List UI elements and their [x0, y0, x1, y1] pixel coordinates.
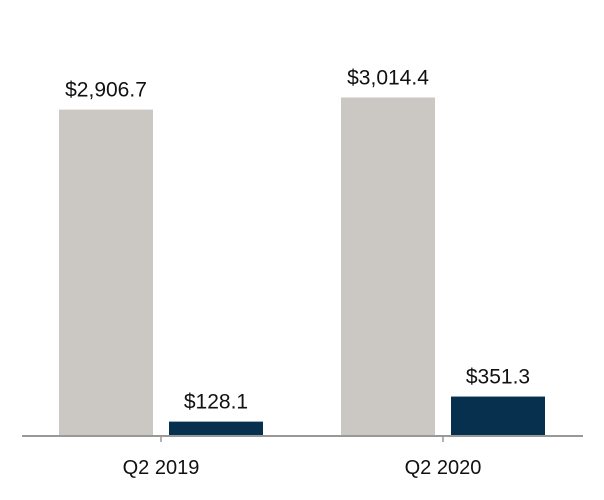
x-tick-label: Q2 2019	[123, 457, 200, 479]
data-label: $351.3	[466, 366, 530, 389]
bars-layer	[59, 97, 545, 437]
bar-2-q2-2019	[169, 421, 263, 436]
data-label: $2,906.7	[65, 79, 147, 102]
bar-1-q2-2020	[341, 97, 435, 436]
x-tick-label: Q2 2020	[405, 457, 482, 479]
data-labels-layer: $2,906.7 $3,014.4 $128.1 $351.3	[65, 67, 530, 414]
bar-1-q2-2019	[59, 109, 153, 437]
data-label: $3,014.4	[347, 67, 429, 90]
bar-2-q2-2020	[451, 396, 545, 436]
x-axis: Q2 2019 Q2 2020	[22, 435, 583, 479]
data-label: $128.1	[184, 391, 248, 414]
